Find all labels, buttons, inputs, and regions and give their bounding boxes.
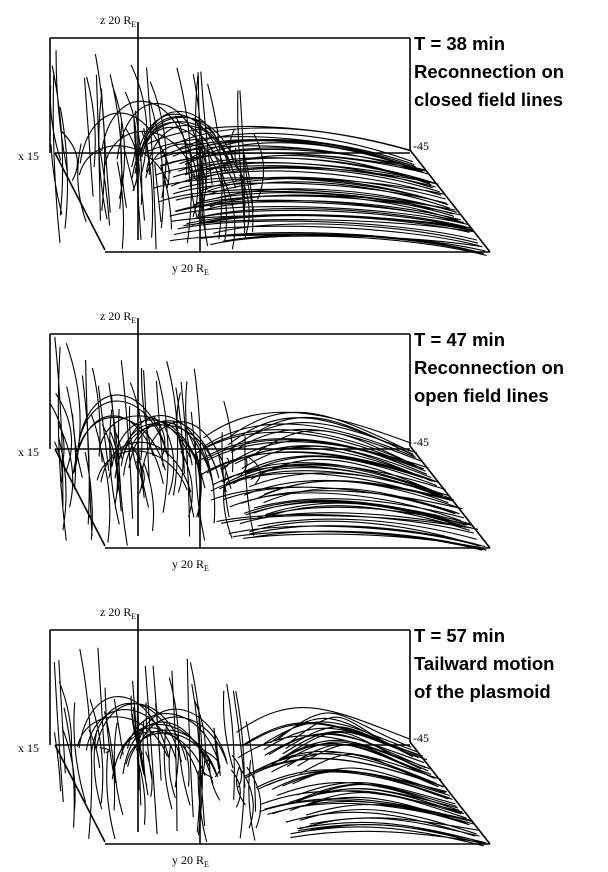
z-axis-label: z 20 RE [100,13,136,29]
panel: z 20 REx 15-45y 20 RET = 38 minReconnect… [18,13,564,277]
axis-line [54,744,106,843]
x-axis-label: x 15 [18,741,39,755]
panel: z 20 REx 15-45y 20 RET = 57 minTailward … [18,605,554,869]
axis-line [54,448,106,547]
y-label-sub: E [204,268,209,277]
right-label: -45 [413,731,429,745]
field-lines [49,50,487,257]
panel-title: Reconnection on [414,61,564,82]
right-label: -45 [413,139,429,153]
z-label-text: z 20 R [100,605,131,619]
y-label-text: y 20 R [172,261,204,275]
z-label-sub: E [131,316,136,325]
panel-title: T = 38 min [414,33,505,54]
axis-line [409,149,491,253]
z-axis-label: z 20 RE [100,605,136,621]
z-label-text: z 20 R [100,13,131,27]
y-axis-label: y 20 RE [172,261,209,277]
panel-title: Tailward motion [414,653,554,674]
z-label-sub: E [131,20,136,29]
x-axis-label: x 15 [18,445,39,459]
y-axis-label: y 20 RE [172,557,209,573]
y-label-text: y 20 R [172,557,204,571]
panel-title: T = 47 min [414,329,505,350]
panel-title: T = 57 min [414,625,505,646]
y-label-text: y 20 R [172,853,204,867]
z-label-text: z 20 R [100,309,131,323]
right-label: -45 [413,435,429,449]
z-axis-label: z 20 RE [100,309,136,325]
axis-line [409,445,491,549]
field-lines [50,336,487,551]
panel: z 20 REx 15-45y 20 RET = 47 minReconnect… [18,309,564,573]
y-axis-label: y 20 RE [172,853,209,869]
panel-title: open field lines [414,385,549,406]
field-lines [53,647,487,847]
panel-title: of the plasmoid [414,681,551,702]
panel-title: Reconnection on [414,357,564,378]
x-axis-label: x 15 [18,149,39,163]
panel-title: closed field lines [414,89,563,110]
z-label-sub: E [131,612,136,621]
y-label-sub: E [204,860,209,869]
y-label-sub: E [204,564,209,573]
